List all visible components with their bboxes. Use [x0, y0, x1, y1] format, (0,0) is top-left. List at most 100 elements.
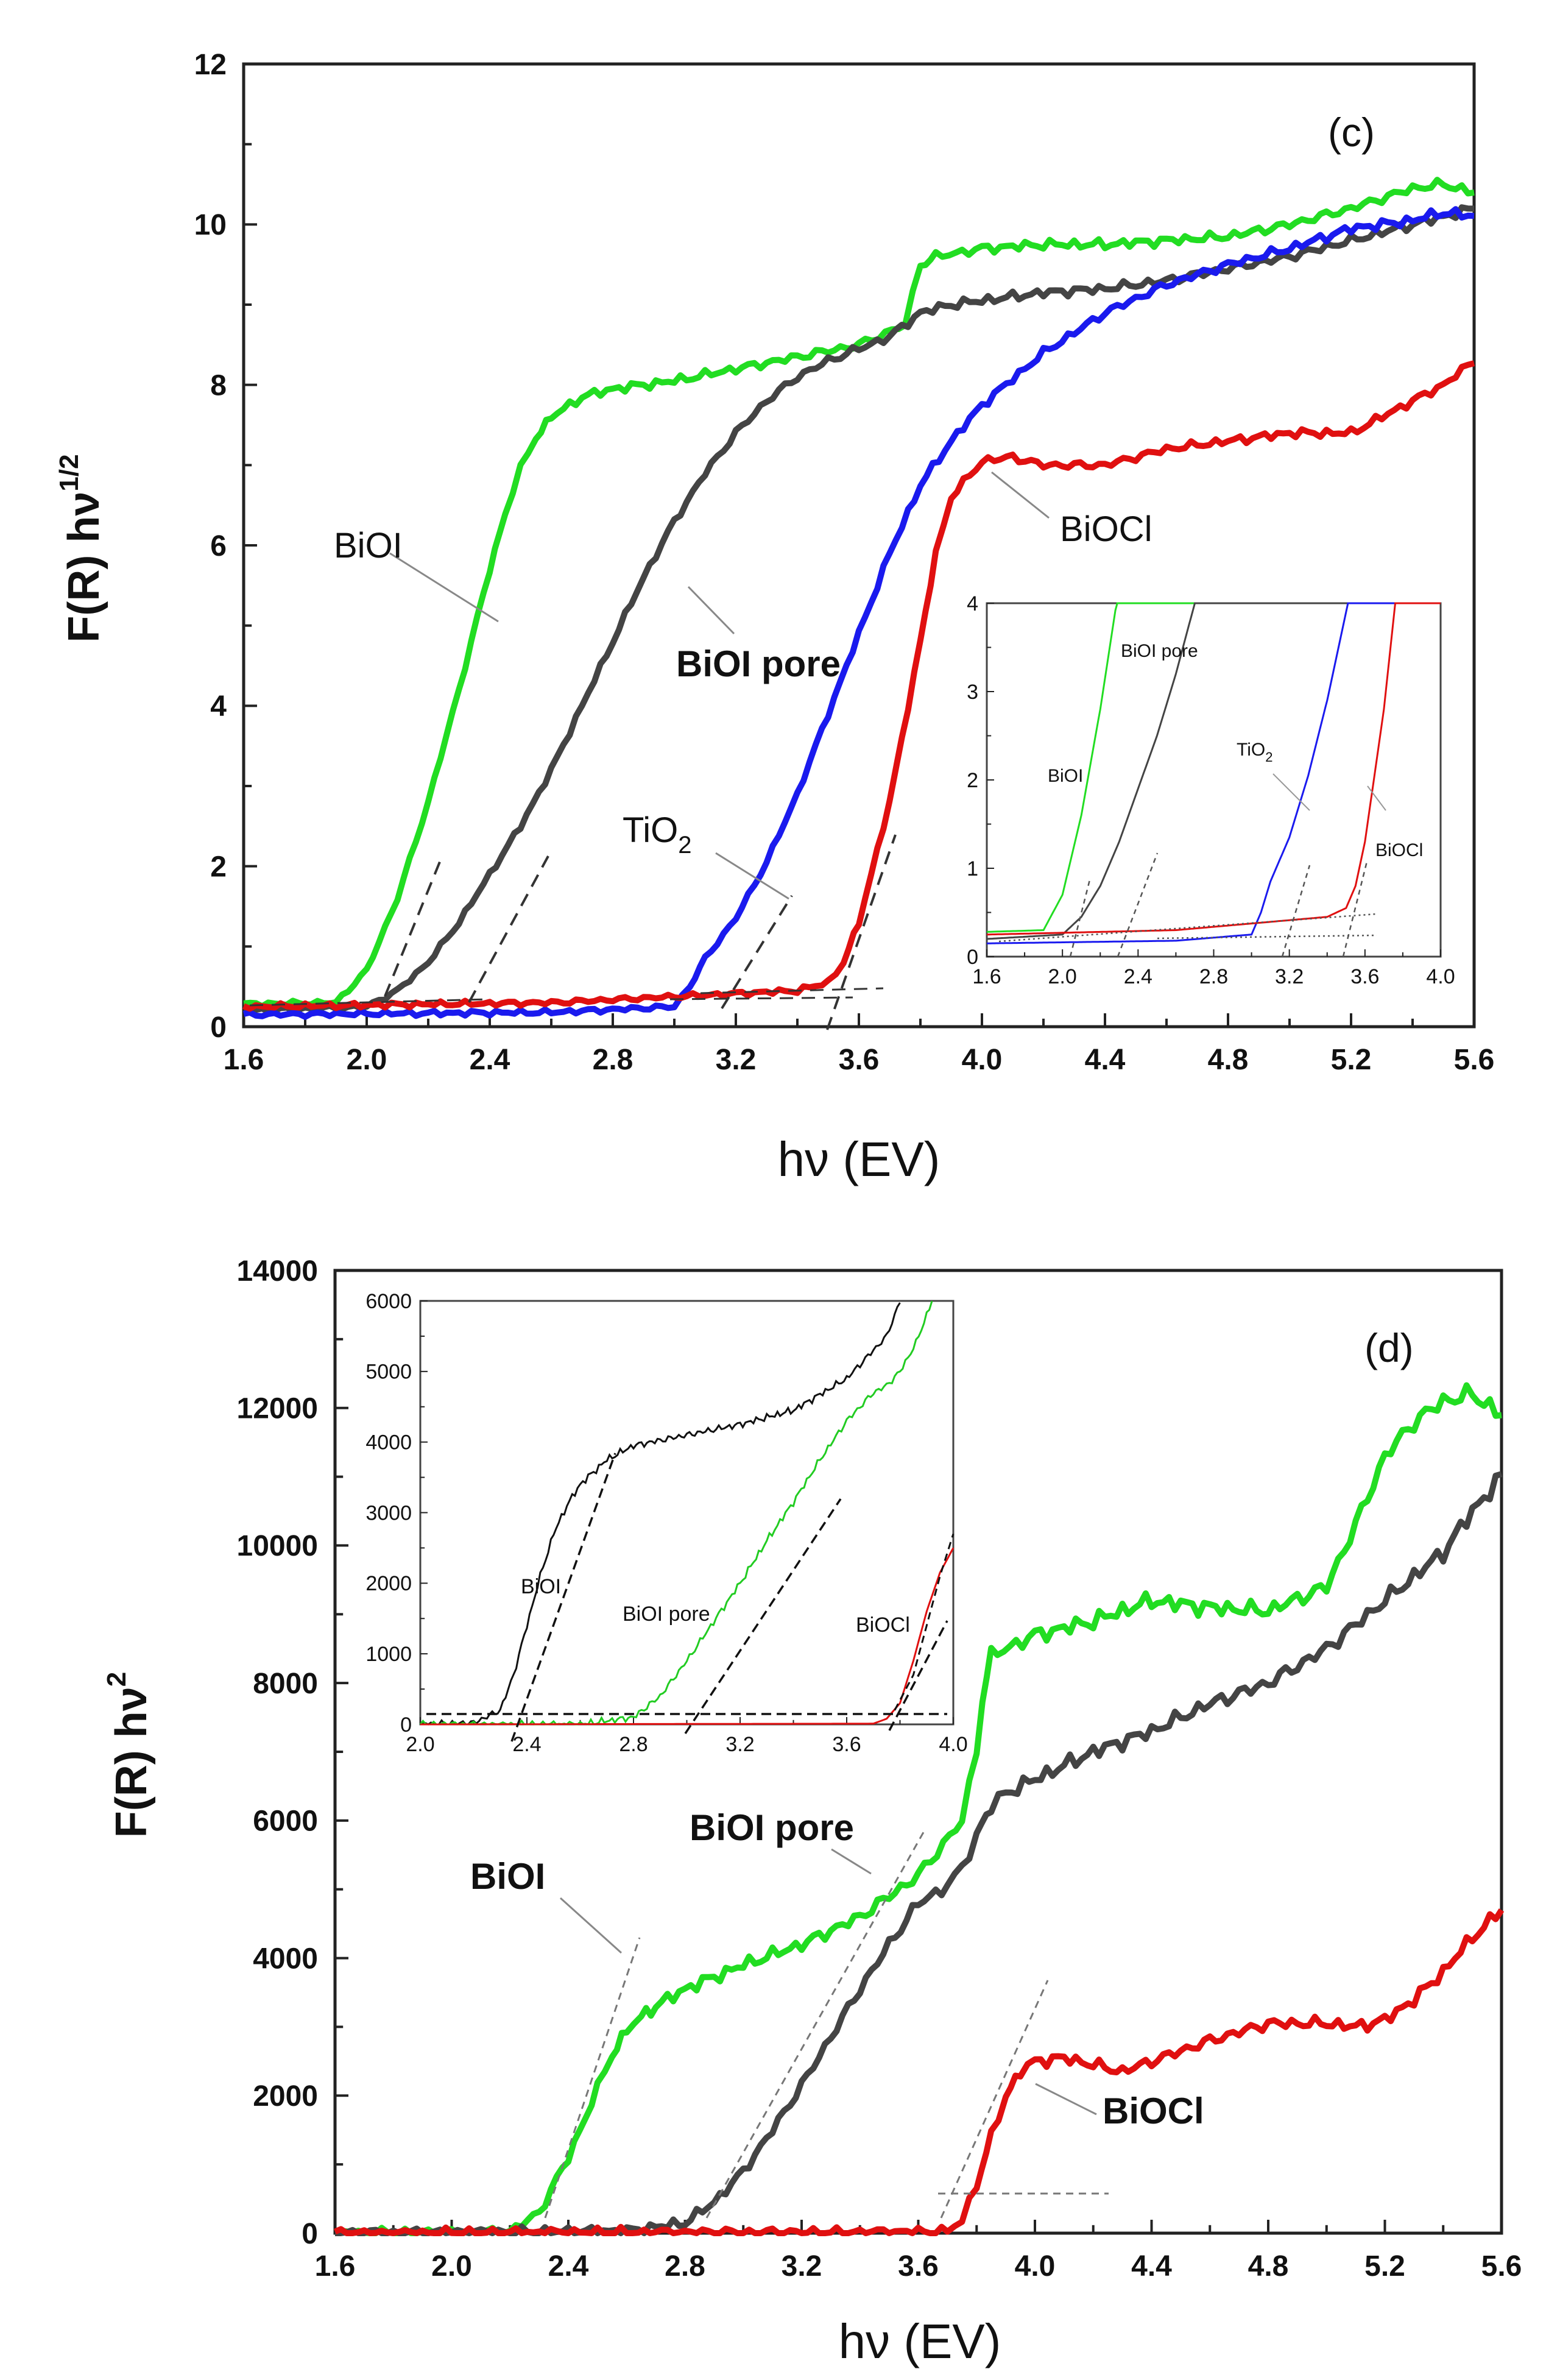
ci-x-tick-label: 2.0: [1048, 965, 1077, 988]
tio2-base: TiO: [623, 810, 678, 850]
ci-y-tick-label: 4: [967, 592, 978, 615]
y-axis-title-c: F(R) hν1/2: [54, 454, 108, 642]
inset-tangents-c: [998, 852, 1377, 957]
c-y-tick-label: 0: [210, 1011, 227, 1044]
y-ticks-d: 0 2000 4000 6000 8000 10000 12000 14000: [237, 1255, 348, 2250]
d-x-tick-label: 3.6: [898, 2250, 939, 2283]
c-x-tick-label: 4.8: [1208, 1044, 1249, 1076]
tangent-biol: [384, 860, 442, 997]
di-y-tick-label: 4000: [365, 1431, 412, 1454]
x-ticks-c: 1.6 2.0 2.4 2.8 3.2 3.6 4.0 4.4 4.8 5.2 5.6: [224, 1013, 1495, 1076]
d-x-tick-label: 3.2: [782, 2250, 822, 2283]
baseline-tio2: [669, 996, 853, 1001]
x-axis-title-c: hν (EV): [778, 1132, 941, 1186]
inset-tangent-biocl: [1342, 859, 1369, 957]
inset-tio2-base: TiO: [1237, 740, 1265, 760]
ci-y-tick-label: 1: [967, 857, 978, 880]
c-x-tick-label: 5.6: [1454, 1044, 1495, 1076]
y-axis-title-sup-c: 1/2: [54, 454, 84, 491]
y-axis-title-sup-d: 2: [102, 1672, 132, 1687]
d-y-tick-label: 10000: [237, 1530, 318, 1562]
d-y-tick-label: 2000: [253, 2080, 318, 2113]
d-series-biocl: [333, 1908, 1505, 2236]
d-y-tick-label: 8000: [253, 1668, 318, 1700]
panel-label-c: (c): [1328, 110, 1375, 155]
c-x-tick-label: 4.4: [1085, 1044, 1126, 1076]
c-y-tick-label: 4: [210, 690, 227, 723]
inset-ticks-c: 0 1 2 3 4 1.6 2.0 2.4 2.8 3.2 3.6 4.0: [967, 592, 1455, 988]
annotation-biocl: BiOCl: [1060, 509, 1152, 549]
annotation-biol: BiOI: [334, 526, 403, 565]
inset-label-biol-pore: BiOI pore: [1121, 641, 1198, 661]
d-y-tick-label: 6000: [253, 1805, 318, 1838]
y-axis-title-main-d: F(R) hν: [107, 1687, 156, 1838]
inset-tio2-sub: 2: [1265, 749, 1272, 765]
di-y-tick-label: 6000: [365, 1290, 412, 1313]
d-x-tick-label: 5.2: [1364, 2250, 1405, 2283]
ci-y-tick-label: 3: [967, 681, 978, 704]
tangent-tio2: [721, 894, 793, 1010]
d-x-tick-label: 2.8: [665, 2250, 705, 2283]
series-group-c: [242, 177, 1475, 1020]
inset-label-tio2: TiO2: [1237, 740, 1272, 765]
inset-label-biocl: BiOCl: [1375, 840, 1423, 860]
leader-biol-pore: [687, 586, 735, 635]
c-x-tick-label: 2.4: [470, 1044, 510, 1076]
inset-series-d: [419, 1300, 955, 1726]
c-x-tick-label: 4.0: [962, 1044, 1003, 1076]
series-group-d: [333, 1382, 1505, 2236]
annotation-d-biol: BiOI: [470, 1856, 545, 1897]
inset-label-biol: BiOI: [1048, 766, 1083, 786]
inset-frame-d: [419, 1300, 955, 1726]
c-x-tick-label: 1.6: [224, 1044, 264, 1076]
di-x-tick-label: 3.2: [725, 1733, 754, 1756]
ci-x-tick-label: 1.6: [972, 965, 1001, 988]
tangent-d-biocl: [940, 1980, 1049, 2219]
di-y-tick-label: 1000: [365, 1643, 412, 1666]
d-x-tick-label: 4.8: [1248, 2250, 1289, 2283]
d-x-tick-label: 4.0: [1015, 2250, 1056, 2283]
panel-label-d: (d): [1364, 1325, 1414, 1370]
ci-x-tick-label: 4.0: [1426, 965, 1455, 988]
tangent-d-biol-pore: [705, 1827, 927, 2219]
c-y-tick-label: 2: [210, 851, 227, 883]
ci-series-biocl: [986, 602, 1441, 936]
d-x-tick-label: 1.6: [315, 2250, 356, 2283]
di-series-biocl: [420, 1547, 955, 1726]
d-y-tick-label: 4000: [253, 1943, 318, 1975]
inset-tangent-biol-pore: [1117, 852, 1159, 957]
di-y-tick-label: 0: [400, 1713, 412, 1737]
c-series-bioi-pore: [243, 204, 1475, 1015]
y-axis-title-main-c: F(R) hν: [60, 492, 108, 643]
inset-series-c: [986, 602, 1441, 944]
ci-x-tick-label: 3.6: [1350, 965, 1379, 988]
inset-tangent-tio2: [1281, 865, 1311, 957]
c-x-tick-label: 3.6: [839, 1044, 880, 1076]
d-x-tick-label: 4.4: [1131, 2250, 1172, 2283]
ci-y-tick-label: 2: [967, 769, 978, 792]
tangent-lines-c: [249, 834, 897, 1030]
di-series-bioi: [420, 1302, 901, 1726]
c-y-tick-label: 6: [210, 530, 227, 562]
x-axis-title-d: hν (EV): [839, 2314, 1001, 2368]
leader-d-biol: [559, 1897, 623, 1954]
inset-leader-tio2: [1272, 773, 1310, 811]
c-x-tick-label: 2.0: [347, 1044, 387, 1076]
inset-d-label-biol-pore: BiOI pore: [623, 1603, 710, 1626]
inset-d-tangent-biol-pore: [684, 1498, 842, 1734]
d-x-tick-label: 5.6: [1481, 2250, 1522, 2283]
di-y-tick-label: 3000: [365, 1501, 412, 1525]
leader-biocl: [991, 471, 1050, 519]
inset-tangent-biol: [1069, 877, 1092, 957]
c-series-tio2: [242, 206, 1475, 1020]
inset-d-tangent-biocl: [888, 1620, 948, 1731]
inset-c: 0 1 2 3 4 1.6 2.0 2.4 2.8 3.2 3.6 4.0 BiOI pore BiO…: [967, 592, 1455, 988]
leader-d-biocl: [1035, 2083, 1097, 2116]
inset-d-label-biol: BiOI: [521, 1575, 561, 1598]
annotation-tio2: TiO2: [623, 810, 692, 859]
leader-biol: [389, 552, 499, 623]
c-x-tick-label: 5.2: [1331, 1044, 1372, 1076]
y-ticks-c: 0 2 4 6 8 10 12: [194, 49, 257, 1044]
